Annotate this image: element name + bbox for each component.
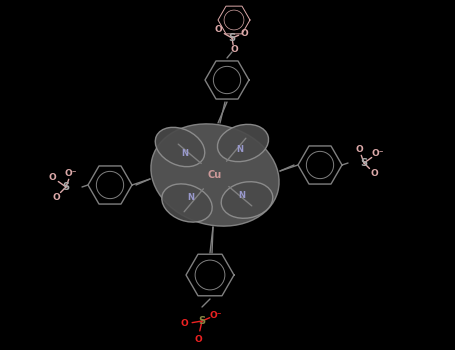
Text: O: O	[240, 28, 248, 37]
Text: O: O	[214, 26, 222, 35]
Text: O: O	[194, 335, 202, 343]
Ellipse shape	[221, 182, 273, 218]
Text: O⁻: O⁻	[210, 310, 222, 320]
Text: O: O	[180, 320, 188, 329]
Text: S: S	[198, 316, 206, 326]
Ellipse shape	[162, 184, 212, 222]
Text: N: N	[182, 148, 188, 158]
Text: O⁻: O⁻	[372, 148, 384, 158]
Text: N: N	[237, 145, 243, 154]
Text: N: N	[238, 190, 246, 199]
Text: N: N	[187, 193, 194, 202]
Text: O⁻: O⁻	[65, 168, 77, 177]
Text: O: O	[52, 193, 60, 202]
Text: O: O	[230, 46, 238, 55]
Text: O: O	[370, 168, 378, 177]
Text: S: S	[62, 182, 70, 192]
Text: S: S	[228, 33, 236, 43]
Ellipse shape	[155, 127, 205, 167]
Ellipse shape	[217, 124, 268, 162]
Text: O: O	[48, 173, 56, 182]
Text: Cu: Cu	[208, 170, 222, 180]
Text: S: S	[360, 158, 368, 168]
Text: O: O	[355, 145, 363, 154]
Ellipse shape	[151, 124, 279, 226]
